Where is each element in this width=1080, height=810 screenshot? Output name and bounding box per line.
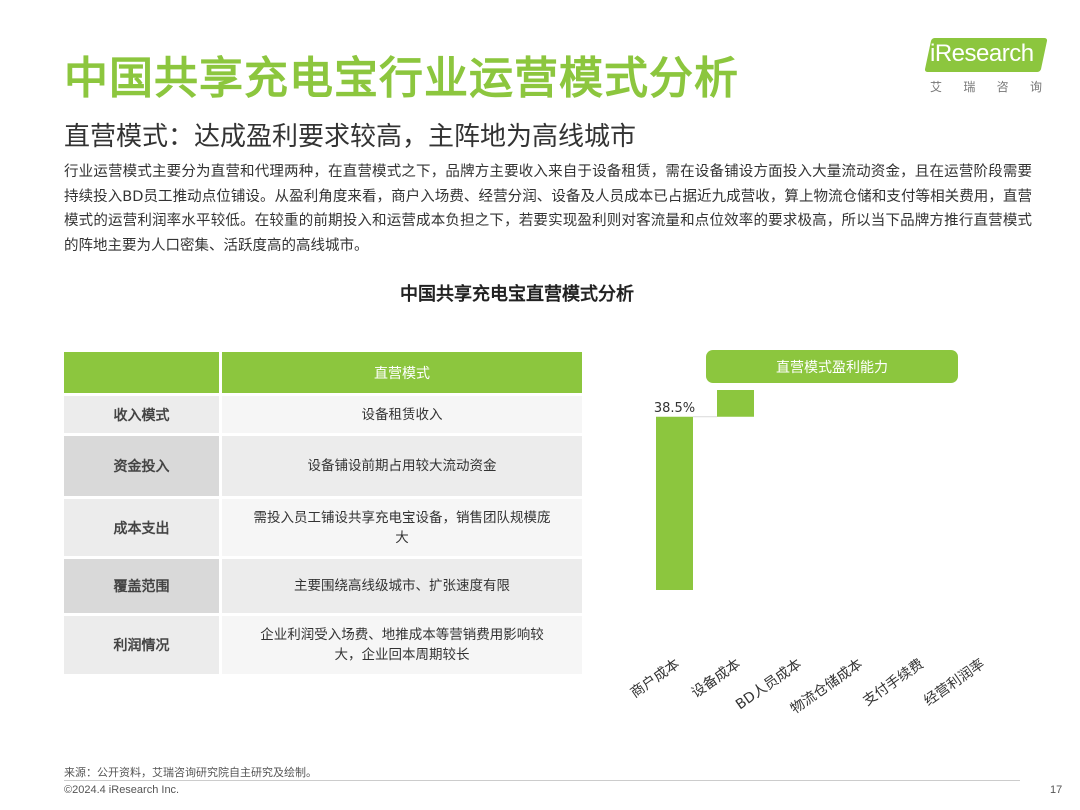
- row-label: 收入模式: [64, 396, 219, 433]
- page-subtitle: 直营模式：达成盈利要求较高，主阵地为高线城市: [64, 122, 637, 152]
- category-label: 支付手续费: [860, 655, 927, 709]
- row-value: 设备铺设前期占用较大流动资金: [222, 436, 582, 496]
- table-row: 成本支出 需投入员工铺设共享充电宝设备，销售团队规模庞大: [64, 499, 582, 556]
- row-label: 覆盖范围: [64, 559, 219, 613]
- table-row: 收入模式 设备租赁收入: [64, 396, 582, 433]
- iresearch-logo: iResearch 艾 瑞 咨 询: [918, 34, 1048, 100]
- waterfall-bar: [656, 416, 693, 590]
- row-value: 主要围绕高线级城市、扩张速度有限: [222, 559, 582, 613]
- table-row: 覆盖范围 主要围绕高线级城市、扩张速度有限: [64, 559, 582, 613]
- table-header-label: 直营模式: [222, 352, 582, 393]
- waterfall-bar: [717, 390, 754, 417]
- intro-paragraph: 行业运营模式主要分为直营和代理两种，在直营模式之下，品牌方主要收入来自于设备租赁…: [64, 164, 1032, 254]
- logo-wordmark: iResearch: [930, 40, 1034, 67]
- table-header-corner: [64, 352, 219, 393]
- row-value: 设备租赁收入: [222, 396, 582, 433]
- direct-model-table: 直营模式 收入模式 设备租赁收入 资金投入 设备铺设前期占用较大流动资金 成本支…: [64, 352, 582, 677]
- logo-char: 瑞: [963, 80, 976, 94]
- page-title: 中国共享充电宝行业运营模式分析: [64, 53, 739, 104]
- logo-char: 咨: [996, 80, 1009, 94]
- category-label: 经营利润率: [921, 655, 988, 709]
- waterfall-chart: 38.5%商户成本26.5%设备成本25.0%BD人员成本3.0%物流仓储成本0…: [627, 390, 988, 717]
- table-header: 直营模式: [64, 352, 582, 393]
- category-label: 设备成本: [688, 655, 744, 701]
- chart-title-pill: 直营模式盈利能力: [706, 350, 958, 383]
- data-label: 38.5%: [654, 401, 695, 416]
- logo-char: 艾: [930, 80, 943, 94]
- row-value: 企业利润受入场费、地推成本等营销费用影响较大，企业回本周期较长: [222, 616, 582, 674]
- category-label: 商户成本: [627, 655, 683, 701]
- footer-divider: [64, 780, 1020, 781]
- logo-char: 询: [1029, 80, 1042, 94]
- row-label: 利润情况: [64, 616, 219, 674]
- row-value: 需投入员工铺设共享充电宝设备，销售团队规模庞大: [222, 499, 582, 556]
- table-row: 利润情况 企业利润受入场费、地推成本等营销费用影响较大，企业回本周期较长: [64, 616, 582, 674]
- logo-chinese-name: 艾 瑞 咨 询: [930, 78, 1042, 95]
- row-label: 成本支出: [64, 499, 219, 556]
- section-title: 中国共享充电宝直营模式分析: [400, 284, 634, 305]
- table-row: 资金投入 设备铺设前期占用较大流动资金: [64, 436, 582, 496]
- source-note: 来源：公开资料，艾瑞咨询研究院自主研究及绘制。: [64, 766, 317, 779]
- copyright: ©2024.4 iResearch Inc.: [64, 784, 180, 796]
- page-number: 17: [1050, 784, 1063, 796]
- row-label: 资金投入: [64, 436, 219, 496]
